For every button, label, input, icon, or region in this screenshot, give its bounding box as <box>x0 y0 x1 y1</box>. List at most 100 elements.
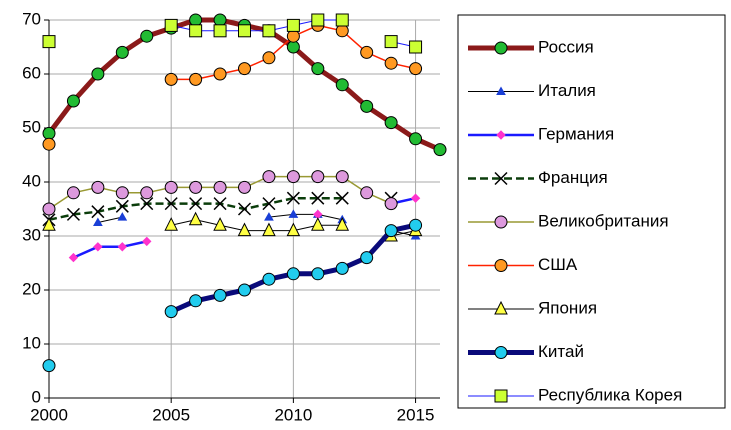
marker <box>288 209 299 218</box>
legend-label: Великобритания <box>538 211 669 230</box>
marker <box>213 67 227 81</box>
marker <box>213 217 227 231</box>
marker <box>213 180 227 194</box>
marker <box>115 45 129 59</box>
x-tick-label: 2005 <box>152 405 190 424</box>
marker <box>409 62 423 76</box>
marker <box>409 40 423 54</box>
marker <box>42 217 56 231</box>
marker <box>335 170 349 184</box>
marker <box>360 186 374 200</box>
marker <box>410 193 421 203</box>
marker <box>494 300 508 315</box>
marker <box>286 29 300 43</box>
marker <box>117 242 128 252</box>
marker <box>188 211 203 226</box>
marker <box>262 24 276 38</box>
marker <box>311 170 325 184</box>
marker <box>164 180 178 194</box>
y-tick-label: 60 <box>22 63 41 82</box>
marker <box>93 217 103 226</box>
marker <box>142 236 152 247</box>
marker <box>93 242 103 252</box>
marker <box>213 24 227 38</box>
legend-box <box>457 14 726 409</box>
x-tick-label: 2010 <box>274 405 312 424</box>
marker <box>360 99 374 113</box>
x-tick-label: 2000 <box>30 405 68 424</box>
marker <box>262 272 276 286</box>
marker <box>164 305 178 319</box>
marker <box>433 143 447 157</box>
y-tick-label: 70 <box>22 9 41 28</box>
y-tick-label: 30 <box>22 225 41 244</box>
marker <box>384 197 398 211</box>
marker <box>494 259 508 272</box>
marker <box>494 346 508 359</box>
marker <box>335 24 349 38</box>
marker <box>496 130 506 140</box>
marker <box>286 170 300 184</box>
marker <box>164 197 178 211</box>
marker <box>42 202 56 216</box>
marker <box>494 389 508 403</box>
marker <box>91 205 105 219</box>
marker <box>237 202 252 216</box>
marker <box>66 94 80 108</box>
legend-label: Китай <box>538 342 584 361</box>
marker <box>286 222 301 237</box>
series-line <box>97 213 416 237</box>
marker <box>286 40 300 54</box>
marker <box>213 288 227 302</box>
marker <box>494 41 508 55</box>
marker <box>409 132 423 146</box>
marker <box>213 13 227 27</box>
legend-label: Италия <box>538 81 596 100</box>
marker <box>238 180 251 194</box>
legend-label: Германия <box>538 124 614 143</box>
marker <box>42 126 56 140</box>
marker <box>384 224 398 238</box>
marker <box>238 24 251 38</box>
series-line <box>47 17 442 152</box>
y-tick-label: 20 <box>22 279 41 298</box>
marker <box>164 18 178 32</box>
marker <box>42 35 56 49</box>
legend-label: Россия <box>538 37 594 56</box>
marker <box>384 56 398 70</box>
marker <box>311 62 325 76</box>
marker <box>68 252 79 263</box>
marker <box>164 72 178 86</box>
y-tick-label: 50 <box>22 117 41 136</box>
marker <box>238 283 251 297</box>
marker <box>91 180 105 194</box>
marker <box>360 251 374 265</box>
legend-label: Республика Корея <box>538 385 682 404</box>
marker <box>164 217 178 231</box>
marker <box>238 62 251 76</box>
marker <box>384 116 398 130</box>
marker <box>140 197 154 211</box>
marker <box>311 267 325 281</box>
marker <box>189 197 203 211</box>
marker <box>335 191 349 205</box>
marker <box>42 359 56 373</box>
marker <box>311 191 325 205</box>
marker <box>213 197 227 211</box>
marker <box>262 51 276 65</box>
marker <box>384 35 398 49</box>
marker <box>66 186 80 200</box>
marker <box>360 45 374 59</box>
x-tick-label: 2015 <box>397 405 435 424</box>
marker <box>237 222 252 237</box>
marker <box>311 217 325 231</box>
y-tick-label: 0 <box>32 387 41 406</box>
marker <box>189 24 203 38</box>
marker <box>189 13 203 27</box>
y-tick-label: 40 <box>22 171 41 190</box>
marker <box>494 215 508 229</box>
marker <box>189 294 203 308</box>
marker <box>189 72 203 86</box>
marker <box>42 137 56 151</box>
